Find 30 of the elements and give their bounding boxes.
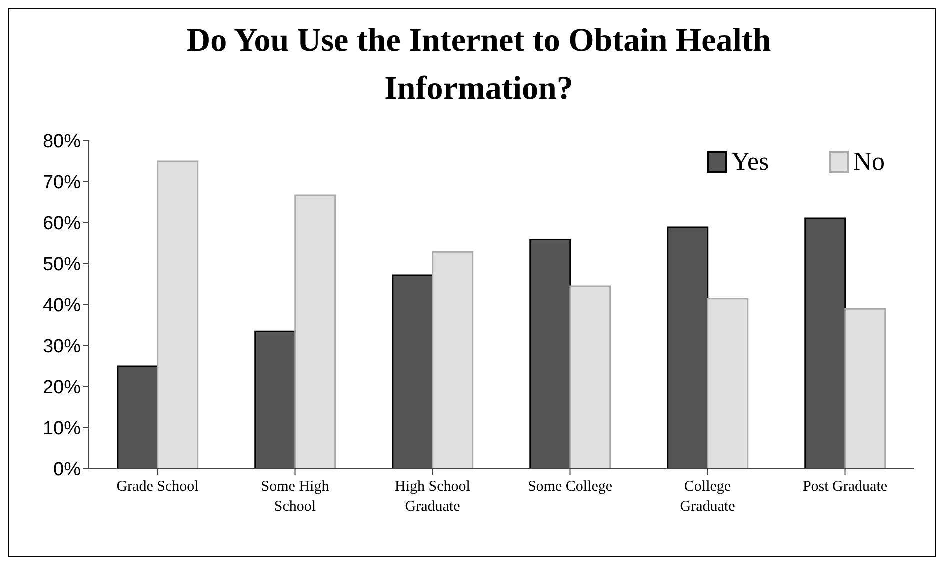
y-tick-label: 70% (42, 172, 82, 194)
bar (844, 308, 886, 469)
bar (157, 160, 199, 469)
x-tick-label: Some High School (261, 479, 330, 515)
x-tick-label: Post Graduate (802, 479, 888, 495)
bar (432, 251, 474, 469)
y-tick-label: 60% (42, 214, 82, 235)
y-tick-label: 40% (42, 296, 82, 317)
bar (530, 239, 572, 469)
bar (707, 298, 749, 469)
y-tick-label: 0% (54, 460, 82, 481)
bar (294, 194, 336, 469)
chart-title: Do You Use the Internet to Obtain Health Information? (186, 22, 772, 109)
y-tick-label: 30% (42, 336, 82, 358)
y-tick-label: 80% (42, 132, 82, 153)
bar (392, 274, 434, 469)
bar (117, 366, 159, 469)
legend-label: No (853, 147, 885, 177)
bar (804, 218, 846, 469)
x-tick-label: College Graduate (680, 479, 736, 515)
y-tick-label: 50% (42, 254, 82, 276)
y-tick-label: 10% (42, 418, 82, 440)
x-tick-label: High School Graduate (395, 479, 470, 515)
legend-label: Yes (731, 147, 770, 177)
x-tick-label: Some College (528, 479, 613, 495)
x-tick-label: Grade School (116, 479, 199, 495)
bar (667, 226, 709, 469)
bar (570, 286, 612, 469)
bar (254, 330, 296, 469)
y-tick-label: 20% (42, 378, 82, 399)
